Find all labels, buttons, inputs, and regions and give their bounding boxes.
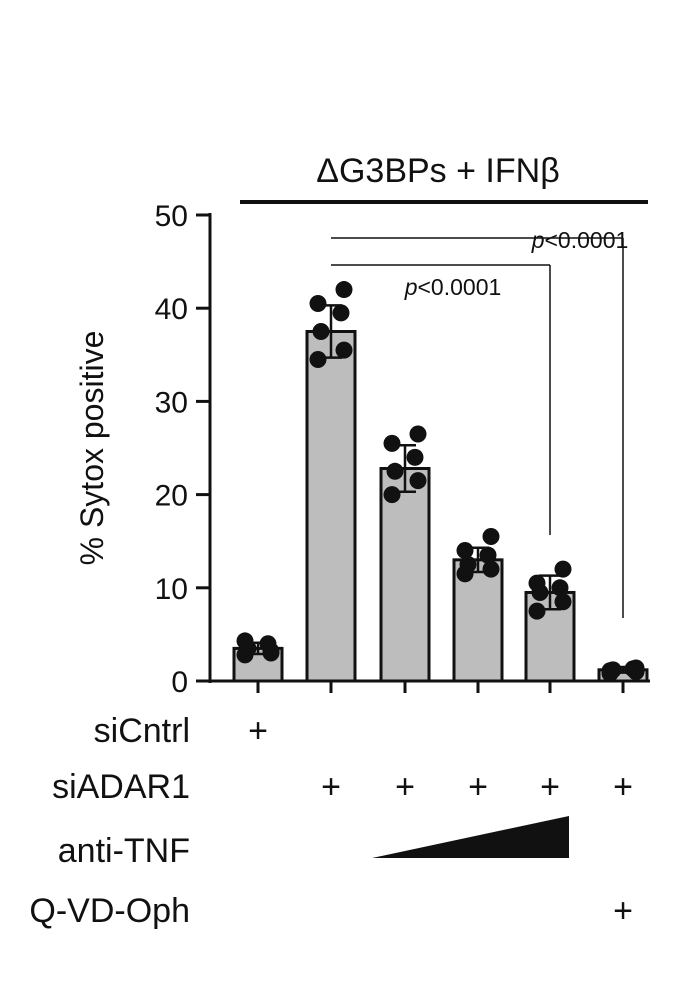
data-point <box>528 602 546 620</box>
p-value-label: p<0.0001 <box>531 227 629 253</box>
data-point <box>409 425 427 443</box>
condition-label: Q-VD-Oph <box>29 892 190 930</box>
condition-plus-mark: + <box>395 768 415 806</box>
data-point <box>551 579 569 597</box>
data-point <box>236 632 254 650</box>
y-axis-label: % Sytox positive <box>74 331 110 566</box>
data-point <box>482 560 500 578</box>
condition-plus-mark: + <box>321 768 341 806</box>
condition-label: anti-TNF <box>58 832 190 870</box>
condition-plus-mark: + <box>540 768 560 806</box>
data-point <box>312 323 330 340</box>
y-tick-label: 20 <box>155 480 188 513</box>
y-tick-label: 50 <box>155 200 188 233</box>
data-point <box>335 281 353 299</box>
condition-plus-mark: + <box>248 712 268 750</box>
anti-tnf-dose-gradient <box>372 816 569 858</box>
y-tick-label: 10 <box>155 573 188 606</box>
data-point <box>482 528 500 546</box>
data-point <box>456 542 474 560</box>
data-point <box>554 593 572 611</box>
data-point <box>409 472 427 490</box>
data-point <box>383 486 401 504</box>
y-tick-label: 0 <box>171 666 188 699</box>
data-point <box>406 448 424 466</box>
bar <box>305 330 357 683</box>
bar <box>379 467 431 683</box>
data-point <box>383 434 401 452</box>
data-point <box>601 662 619 680</box>
condition-label: siCntrl <box>94 712 190 750</box>
data-point <box>386 462 404 480</box>
data-point <box>309 295 327 313</box>
data-point <box>479 546 497 564</box>
data-point <box>335 341 353 359</box>
data-point <box>528 574 546 592</box>
y-tick-label: 40 <box>155 293 188 326</box>
condition-plus-mark: + <box>468 768 488 806</box>
condition-plus-mark: + <box>613 892 633 930</box>
chart-title: ΔG3BPs + IFNβ <box>316 152 560 190</box>
data-point <box>332 304 350 322</box>
data-point <box>554 560 572 578</box>
y-tick-label: 30 <box>155 386 188 419</box>
data-point <box>459 556 477 573</box>
condition-plus-mark: + <box>613 768 633 806</box>
data-point <box>309 350 327 368</box>
condition-label: siADAR1 <box>52 768 190 806</box>
p-value-label: p<0.0001 <box>404 274 502 300</box>
data-point <box>262 644 280 662</box>
